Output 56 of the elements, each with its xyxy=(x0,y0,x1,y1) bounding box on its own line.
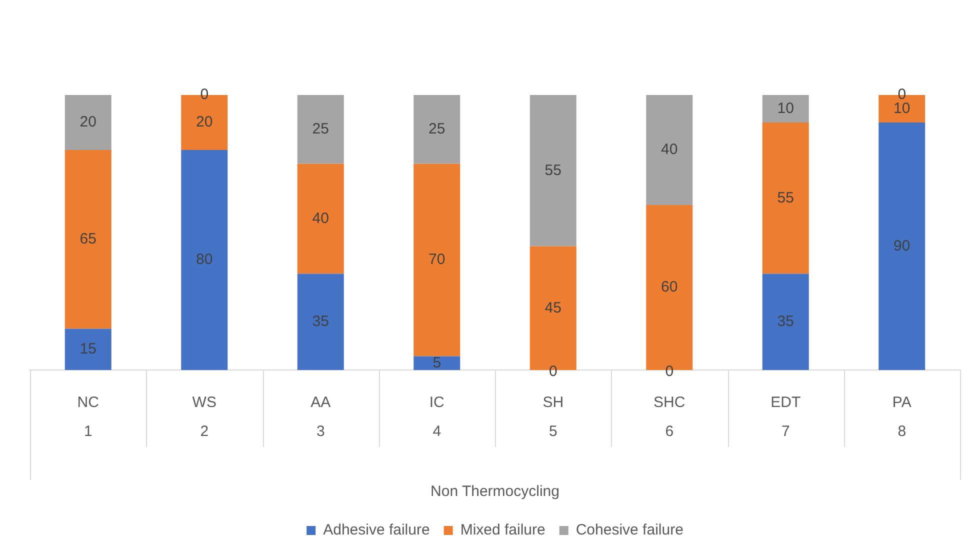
text: 8 xyxy=(898,423,906,440)
data-label: 90 xyxy=(894,237,910,254)
legend-label: Adhesive failure xyxy=(323,522,430,539)
bar xyxy=(414,164,460,356)
text: 4 xyxy=(432,423,442,440)
x-tick-label: IC xyxy=(429,394,445,412)
x-tick-label: WS xyxy=(192,394,216,412)
x-tick-label: AA xyxy=(310,394,331,412)
bar xyxy=(414,356,460,370)
text: 7 xyxy=(781,423,790,440)
bar xyxy=(64,95,112,150)
data-label: 40 xyxy=(312,210,329,227)
bar xyxy=(64,150,112,329)
legend-label: Mixed failure xyxy=(460,522,546,539)
x-tick-label: NC xyxy=(77,394,100,412)
x-tick-label: SHC xyxy=(654,394,686,412)
text: 3 xyxy=(316,423,325,440)
data-label: 35 xyxy=(777,313,794,330)
data-label: 5 xyxy=(432,354,442,372)
text: 5 xyxy=(548,423,558,440)
data-label: 80 xyxy=(196,251,213,268)
text: 6 xyxy=(665,423,674,440)
data-label: 55 xyxy=(777,189,794,206)
bar xyxy=(181,150,228,370)
data-label: 10 xyxy=(777,100,794,117)
bar xyxy=(414,95,460,164)
legend-label: Cohesive failure xyxy=(576,522,684,539)
bar xyxy=(762,274,809,370)
bar xyxy=(646,95,693,205)
text: 2 xyxy=(200,423,209,440)
data-label: 60 xyxy=(661,278,678,296)
x-tick-label: PA xyxy=(892,394,912,412)
bar xyxy=(762,122,809,274)
data-label: 45 xyxy=(544,299,562,316)
bar xyxy=(762,95,809,122)
bar xyxy=(297,164,344,274)
x-axis-title: Non Thermocycling xyxy=(430,483,560,500)
data-label: 15 xyxy=(80,340,96,358)
data-label: 25 xyxy=(312,120,329,138)
x-tick-label: EDT xyxy=(770,394,801,412)
data-label: 20 xyxy=(196,114,213,131)
text: 1 xyxy=(84,423,92,440)
data-label: 25 xyxy=(428,120,446,138)
data-label: 40 xyxy=(661,141,678,158)
bar xyxy=(297,95,344,164)
bar xyxy=(878,122,926,370)
data-label: 10 xyxy=(894,100,910,117)
data-label: 55 xyxy=(544,162,562,179)
data-label: 65 xyxy=(80,230,96,248)
data-label: 70 xyxy=(428,251,446,268)
bar xyxy=(64,328,112,370)
data-label: 20 xyxy=(80,114,96,131)
data-label: 35 xyxy=(312,313,329,330)
bar xyxy=(297,274,344,370)
x-tick-label: SH xyxy=(542,394,564,412)
bar xyxy=(530,95,576,246)
